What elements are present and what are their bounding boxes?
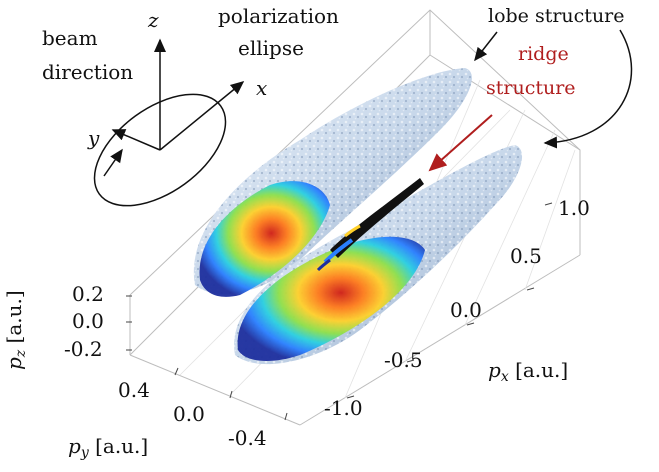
y-axis-label: y bbox=[88, 126, 100, 150]
px-tick-3: -0.5 bbox=[384, 348, 423, 372]
pz-tick-2: -0.2 bbox=[64, 337, 103, 361]
px-tick-2: 0.0 bbox=[450, 298, 482, 322]
pz-tick-0: 0.2 bbox=[72, 282, 104, 306]
pz-axis-title: pz [a.u.] bbox=[2, 290, 29, 370]
px-tick-0: 1.0 bbox=[558, 196, 590, 220]
py-tick-2: -0.4 bbox=[228, 426, 267, 450]
tick-marks bbox=[126, 202, 553, 421]
py-tick-1: 0.0 bbox=[173, 402, 205, 426]
polarization-ellipse bbox=[93, 93, 227, 207]
ellipse-direction-arrow bbox=[103, 148, 123, 177]
px-tick-4: -1.0 bbox=[324, 396, 363, 420]
lobe-structure-label: lobe structure bbox=[488, 5, 625, 27]
py-tick-0: 0.4 bbox=[118, 378, 150, 402]
ridge-label-line2: structure bbox=[486, 77, 576, 99]
ridge-structure bbox=[316, 178, 424, 272]
px-tick-1: 0.5 bbox=[510, 244, 542, 268]
x-axis-label: x bbox=[256, 76, 268, 100]
x-axis-arrow bbox=[159, 81, 245, 151]
pz-tick-1: 0.0 bbox=[72, 309, 104, 333]
y-axis-arrow bbox=[111, 129, 161, 151]
upper-lobe bbox=[193, 68, 472, 297]
beam-label-line2: direction bbox=[42, 60, 134, 84]
lower-lobe bbox=[234, 145, 523, 365]
py-axis-title: py [a.u.] bbox=[68, 434, 149, 461]
polarization-label-line2: ellipse bbox=[238, 36, 304, 60]
lobe-arrow-2 bbox=[543, 29, 633, 149]
z-axis-label: z bbox=[148, 8, 159, 32]
polarization-label-line1: polarization bbox=[218, 4, 339, 28]
lobe-arrow-1 bbox=[474, 31, 498, 62]
beam-label-line1: beam bbox=[42, 26, 98, 50]
ridge-label-line1: ridge bbox=[518, 43, 569, 65]
ridge-arrow bbox=[428, 114, 493, 172]
inset-coordinate-system bbox=[93, 38, 245, 207]
px-axis-title: px [a.u.] bbox=[488, 358, 569, 385]
